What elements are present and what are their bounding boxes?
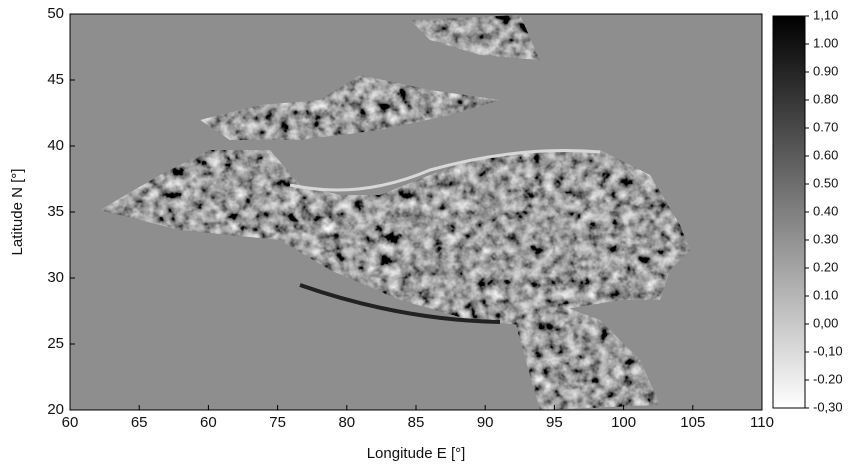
colorbar-tick-label: 1.00 [813,35,838,50]
map-figure: Longitude E [°] Latitude N [°] 60 65 60 75 8… [0,0,856,468]
colorbar-tick-label: 0.60 [813,147,838,162]
colorbar-tick-label: -0.20 [813,371,843,386]
colorbar-tick-label: 0.20 [813,259,838,274]
colorbar-tick-label: 0.90 [813,63,838,78]
colorbar-tick-label: -0,30 [813,399,843,414]
y-tick-label: 40 [47,137,64,154]
x-tick-label: 65 [131,414,148,431]
y-tick-label: 45 [47,71,64,88]
colorbar-tick-label: 0.50 [813,175,838,190]
colorbar [773,16,805,408]
x-tick-label: 90 [477,414,494,431]
y-tick-label: 35 [47,203,64,220]
colorbar-tick-label: 1,10 [813,7,838,22]
y-axis-label: Latitude N [°] [9,169,26,256]
colorbar-tick-label: 0.40 [813,203,838,218]
y-tick-label: 25 [47,335,64,352]
x-tick-label: 95 [546,414,563,431]
x-tick-label: 105 [680,414,705,431]
x-tick-label: 60 [200,414,217,431]
x-tick-label: 80 [338,414,355,431]
x-tick-label: 85 [408,414,425,431]
x-axis-label: Longitude E [°] [367,445,466,462]
colorbar-tick-label: 0.30 [813,231,838,246]
colorbar-tick-label: -0,10 [813,343,843,358]
colorbar-tick-label: 0.80 [813,91,838,106]
x-tick-label: 60 [62,414,79,431]
x-tick-label: 100 [611,414,636,431]
colorbar-tick-label: 0.70 [813,119,838,134]
colorbar-tick-label: 0,00 [813,315,838,330]
x-tick-label: 110 [750,414,774,431]
colorbar-tick-label: 0.10 [813,287,838,302]
x-tick-label: 75 [269,414,286,431]
y-tick-label: 50 [47,5,64,22]
y-tick-label: 20 [47,401,64,418]
y-tick-label: 30 [47,269,64,286]
